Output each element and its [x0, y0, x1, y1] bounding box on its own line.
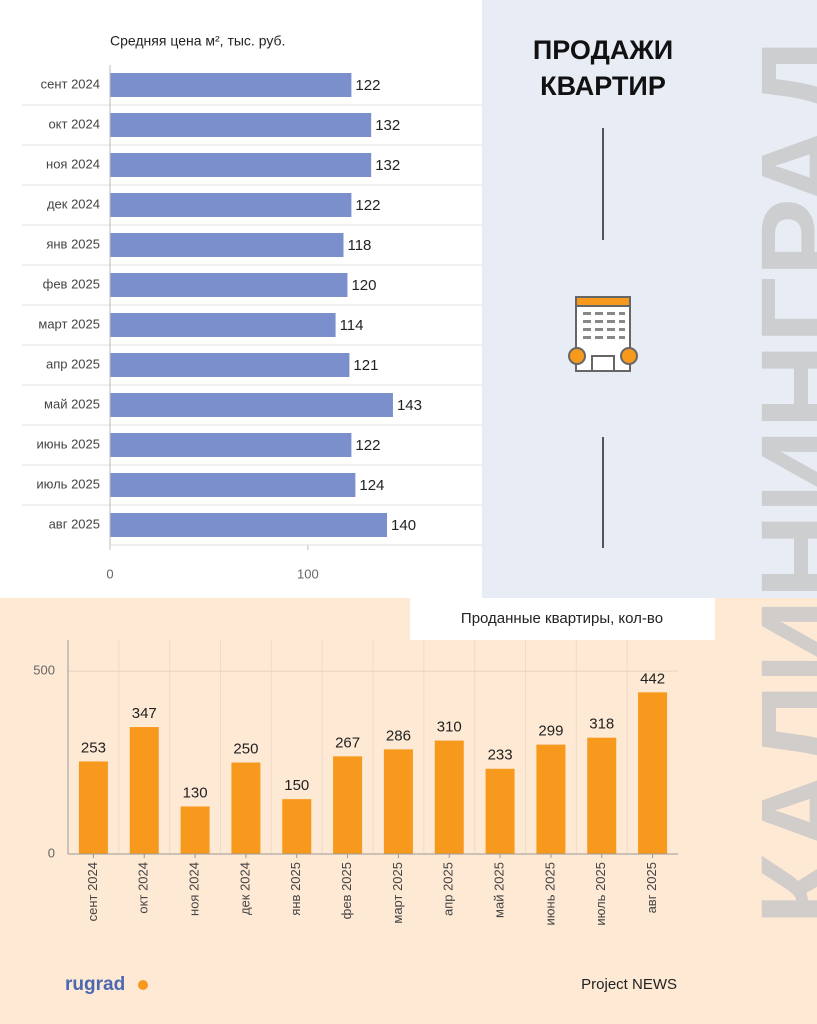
- y-tick-label: май 2025: [44, 396, 100, 411]
- y-tick-label: апр 2025: [46, 356, 100, 371]
- value-label: 299: [538, 723, 563, 740]
- y-tick-label: дек 2024: [47, 196, 100, 211]
- x-tick-label: окт 2024: [136, 862, 151, 914]
- bar: [434, 740, 464, 854]
- bar: [129, 727, 159, 854]
- x-tick-label: янв 2025: [288, 862, 303, 916]
- bar: [78, 761, 108, 854]
- value-label: 318: [589, 716, 614, 733]
- bar: [587, 737, 617, 854]
- value-label: 132: [375, 157, 400, 174]
- title-line: КВАРТИР: [540, 71, 666, 101]
- value-label: 140: [391, 517, 416, 534]
- x-tick-label: авг 2025: [644, 862, 659, 913]
- y-tick-label: март 2025: [38, 316, 100, 331]
- value-label: 150: [284, 777, 309, 794]
- value-label: 124: [359, 477, 384, 494]
- bar: [110, 73, 352, 97]
- logo: rugrad: [65, 974, 125, 995]
- x-tick-label: 100: [297, 566, 319, 581]
- bar: [110, 193, 352, 217]
- x-tick-label: 0: [106, 566, 113, 581]
- value-label: 286: [386, 727, 411, 744]
- y-tick-label: окт 2024: [48, 116, 100, 131]
- bar: [110, 513, 388, 537]
- bar: [110, 313, 336, 337]
- y-tick-label: июнь 2025: [37, 436, 101, 451]
- bar: [333, 756, 363, 854]
- title-line: ПРОДАЖИ: [533, 35, 673, 65]
- bar: [110, 113, 372, 137]
- value-label: 120: [351, 277, 376, 294]
- chart-title: Средняя цена м², тыс. руб.: [110, 33, 285, 49]
- bar: [536, 744, 566, 854]
- y-tick-label: ноя 2024: [46, 156, 100, 171]
- x-tick-label: апр 2025: [441, 862, 456, 916]
- bar: [110, 353, 350, 377]
- x-tick-label: март 2025: [390, 862, 405, 924]
- logo-dot: [138, 980, 148, 990]
- x-tick-label: июль 2025: [593, 862, 608, 926]
- y-tick-label: 500: [33, 663, 55, 678]
- x-tick-label: фев 2025: [339, 862, 354, 919]
- value-label: 114: [340, 317, 364, 334]
- value-label: 132: [375, 117, 400, 134]
- value-label: 267: [335, 734, 360, 751]
- y-tick-label: авг 2025: [49, 516, 100, 531]
- value-label: 121: [353, 357, 378, 374]
- value-label: 250: [233, 741, 258, 758]
- header-panel: [482, 0, 817, 598]
- bar: [110, 273, 348, 297]
- value-label: 143: [397, 397, 422, 414]
- value-label: 233: [488, 747, 513, 764]
- bar: [638, 692, 668, 854]
- bar: [231, 762, 261, 854]
- value-label: 130: [183, 784, 208, 801]
- bar: [110, 433, 352, 457]
- y-tick-label: июль 2025: [36, 476, 100, 491]
- bar: [110, 153, 372, 177]
- bar: [485, 768, 515, 854]
- bar: [110, 393, 393, 417]
- bar: [110, 233, 344, 257]
- value-label: 253: [81, 739, 106, 756]
- x-tick-label: сент 2024: [85, 862, 100, 921]
- chart-title-box: [410, 598, 715, 640]
- source: Project NEWS: [581, 976, 677, 993]
- x-tick-label: июнь 2025: [542, 862, 557, 926]
- x-tick-label: дек 2024: [237, 862, 252, 915]
- bar: [282, 799, 312, 854]
- bar: [383, 749, 413, 854]
- y-tick-label: фев 2025: [43, 276, 100, 291]
- value-label: 118: [347, 237, 371, 254]
- x-tick-label: ноя 2024: [187, 862, 202, 916]
- value-label: 310: [437, 719, 462, 736]
- bar: [110, 473, 356, 497]
- city-label: КАЛИНИНГРАД: [737, 35, 817, 925]
- y-tick-label: 0: [48, 845, 55, 860]
- value-label: 442: [640, 670, 665, 687]
- chart-title: Проданные квартиры, кол-во: [461, 610, 663, 627]
- y-tick-label: сент 2024: [41, 76, 100, 91]
- value-label: 122: [355, 77, 380, 94]
- x-tick-label: май 2025: [492, 862, 507, 918]
- y-tick-label: янв 2025: [46, 236, 100, 251]
- value-label: 347: [132, 705, 157, 722]
- building-icon: [568, 296, 638, 372]
- value-label: 122: [355, 437, 380, 454]
- bar: [180, 806, 210, 854]
- value-label: 122: [355, 197, 380, 214]
